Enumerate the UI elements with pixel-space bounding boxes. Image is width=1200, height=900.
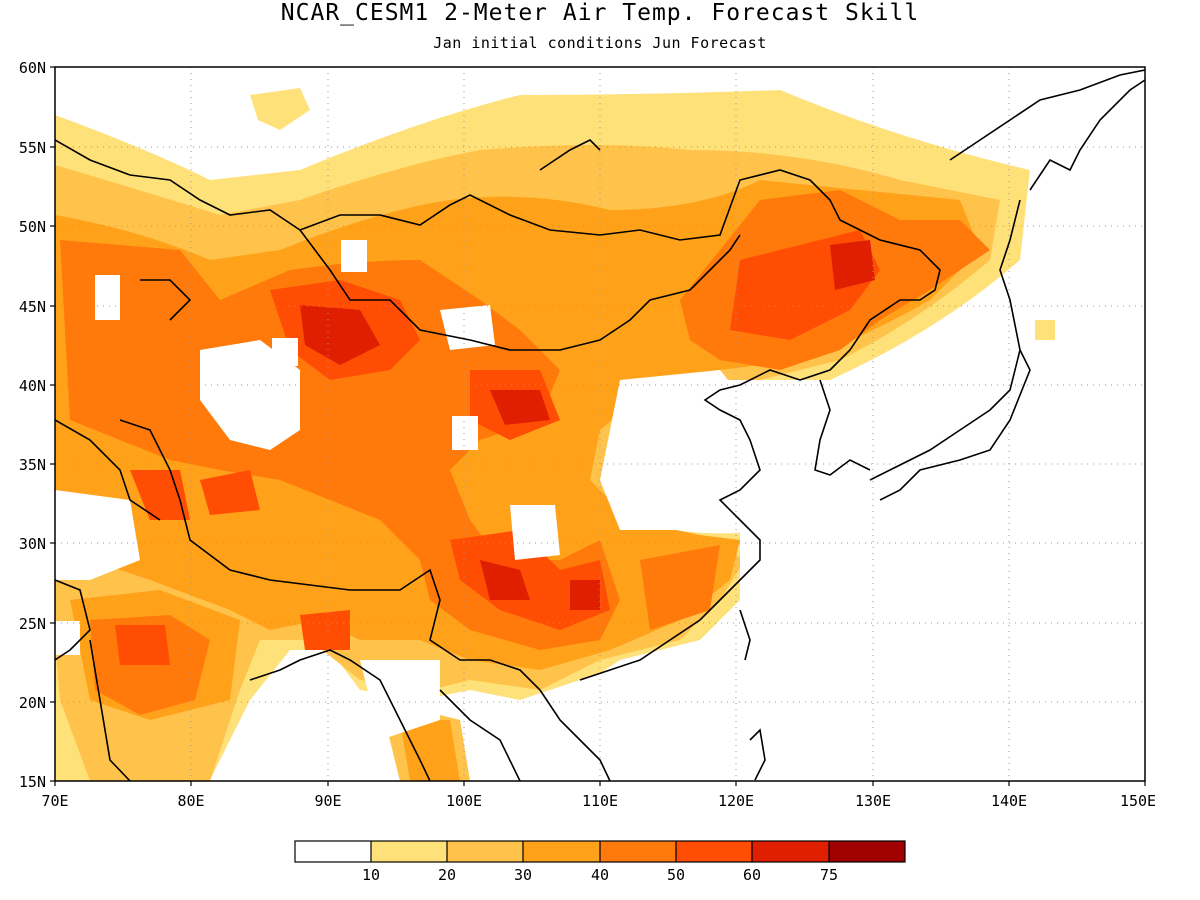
- lat-label: 45N: [19, 298, 46, 316]
- colorbar-swatch: [447, 841, 523, 862]
- map-subtitle: Jan initial conditions Jun Forecast: [433, 34, 767, 52]
- lat-label: 35N: [19, 456, 46, 474]
- gridlines: [55, 67, 1145, 781]
- colorbar-label: 40: [591, 866, 609, 884]
- lon-label: 120E: [718, 792, 754, 810]
- colorbar-label: 50: [667, 866, 685, 884]
- lon-label: 130E: [855, 792, 891, 810]
- colorbar-swatch: [829, 841, 905, 862]
- lat-label: 20N: [19, 694, 46, 712]
- colorbar-swatch: [523, 841, 600, 862]
- map-title: NCAR_CESM1 2-Meter Air Temp. Forecast Sk…: [280, 0, 920, 26]
- colorbar-swatch: [295, 841, 371, 862]
- colorbar-swatch: [752, 841, 829, 862]
- colorbar: 10 20 30 40 50 60 75: [294, 840, 906, 884]
- tick-marks: [50, 66, 1146, 786]
- lon-label: 70E: [41, 792, 68, 810]
- lat-label: 25N: [19, 615, 46, 633]
- lon-label: 150E: [1120, 792, 1156, 810]
- colorbar-label: 10: [362, 866, 380, 884]
- coastlines-borders: [55, 69, 1145, 781]
- lat-label: 50N: [19, 218, 46, 236]
- lon-label: 110E: [582, 792, 618, 810]
- colorbar-label: 30: [514, 866, 532, 884]
- colorbar-label: 75: [820, 866, 838, 884]
- skill-field: [55, 67, 1145, 781]
- lon-label: 90E: [314, 792, 341, 810]
- lat-label: 15N: [19, 773, 46, 791]
- colorbar-swatch: [600, 841, 676, 862]
- lon-label: 100E: [446, 792, 482, 810]
- longitude-labels: 70E 80E 90E 100E 110E 120E 130E 140E 150…: [41, 792, 1156, 810]
- lat-label: 60N: [19, 59, 46, 77]
- colorbar-swatch: [676, 841, 752, 862]
- colorbar-swatch: [371, 841, 447, 862]
- colorbar-label: 20: [438, 866, 456, 884]
- colorbar-label: 60: [743, 866, 761, 884]
- lon-label: 140E: [991, 792, 1027, 810]
- lat-label: 30N: [19, 535, 46, 553]
- lat-label: 40N: [19, 377, 46, 395]
- lat-label: 55N: [19, 139, 46, 157]
- lon-label: 80E: [177, 792, 204, 810]
- latitude-labels: 60N 55N 50N 45N 40N 35N 30N 25N 20N 15N: [19, 59, 46, 791]
